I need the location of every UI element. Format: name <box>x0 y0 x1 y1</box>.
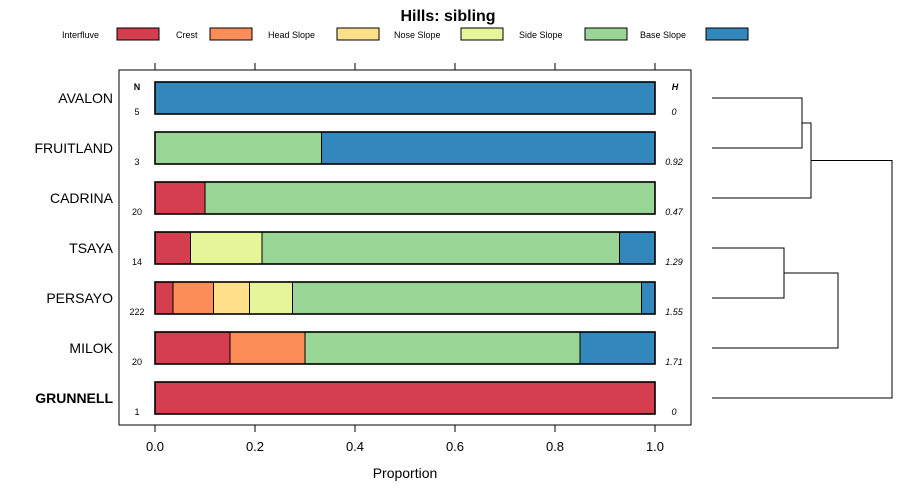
n-column-header: N <box>134 82 141 92</box>
bar-segment-milok-side-slope <box>304 331 581 365</box>
x-tick-label-4: 0.8 <box>546 439 564 454</box>
dendrogram-link-0 <box>712 97 803 149</box>
row-labels: AVALON 5 0 FRUITLAND 3 0.92 CADRINA 20 0.47 TSAYA… <box>34 90 683 417</box>
top-axis-ticks <box>154 63 656 70</box>
legend-swatch-head-slope <box>336 27 380 41</box>
dendrogram <box>712 97 893 399</box>
x-tick-label-1: 0.2 <box>246 439 264 454</box>
n-value-tsaya: 14 <box>132 257 142 267</box>
bar-segment-milok-interfluve <box>154 331 231 365</box>
n-value-milok: 20 <box>132 357 142 367</box>
bar-segment-fruitland-base-slope <box>321 131 656 165</box>
h-value-avalon: 0 <box>671 107 676 117</box>
row-label-avalon: AVALON <box>58 90 113 106</box>
h-value-milok: 1.71 <box>665 357 683 367</box>
h-value-tsaya: 1.29 <box>665 257 683 267</box>
bar-row-persayo <box>154 281 656 315</box>
bar-segment-tsaya-interfluve <box>154 231 191 265</box>
bar-outline-cadrina <box>154 181 656 215</box>
bar-segment-persayo-nose-slope <box>249 281 293 315</box>
n-value-grunnell: 1 <box>134 407 139 417</box>
row-label-tsaya: TSAYA <box>69 240 113 256</box>
n-value-avalon: 5 <box>134 107 139 117</box>
legend-label-side-slope: Side Slope <box>519 30 563 40</box>
chart-title: Hills: sibling <box>400 8 495 25</box>
legend-swatch-nose-slope <box>460 27 504 41</box>
x-axis-label: Proportion <box>373 465 438 481</box>
h-value-fruitland: 0.92 <box>665 157 683 167</box>
x-tick-label-3: 0.6 <box>446 439 464 454</box>
bar-outline-milok <box>154 331 656 365</box>
legend-label-interfluve: Interfluve <box>62 30 99 40</box>
x-axis: 0.0 0.2 0.4 0.6 0.8 1.0 <box>146 425 664 454</box>
h-value-cadrina: 0.47 <box>665 207 684 217</box>
bar-outline-avalon <box>154 81 656 115</box>
bar-segment-persayo-crest <box>172 281 214 315</box>
bar-outline-tsaya <box>154 231 656 265</box>
bar-segment-persayo-interfluve <box>154 281 174 315</box>
row-label-milok: MILOK <box>69 340 113 356</box>
bar-segment-tsaya-base-slope <box>619 231 656 265</box>
bar-row-fruitland <box>154 131 656 165</box>
n-value-cadrina: 20 <box>132 207 142 217</box>
dendrogram-link-3 <box>712 272 839 349</box>
n-value-persayo: 222 <box>129 307 144 317</box>
row-label-grunnell: GRUNNELL <box>35 390 113 406</box>
legend-swatch-crest <box>209 27 253 41</box>
dendrogram-link-2 <box>712 122 812 199</box>
bar-row-avalon <box>154 81 656 115</box>
bar-segment-tsaya-side-slope <box>261 231 620 265</box>
x-tick-label-5: 1.0 <box>646 439 664 454</box>
row-label-persayo: PERSAYO <box>46 290 113 306</box>
n-value-fruitland: 3 <box>134 157 139 167</box>
h-value-persayo: 1.55 <box>665 307 684 317</box>
legend-label-nose-slope: Nose Slope <box>394 30 441 40</box>
bar-segment-fruitland-side-slope <box>154 131 322 165</box>
h-value-grunnell: 0 <box>671 407 676 417</box>
bar-outline-persayo <box>154 281 656 315</box>
legend: Interfluve Crest Head Slope Nose Slope Side … <box>62 27 749 41</box>
bar-segment-persayo-base-slope <box>641 281 656 315</box>
bar-outline-grunnell <box>154 381 656 415</box>
legend-label-base-slope: Base Slope <box>640 30 686 40</box>
x-tick-label-2: 0.4 <box>346 439 364 454</box>
bar-segment-tsaya-nose-slope <box>190 231 263 265</box>
bar-row-milok <box>154 331 656 365</box>
bar-row-tsaya <box>154 231 656 265</box>
row-label-cadrina: CADRINA <box>50 190 114 206</box>
bar-segment-milok-crest <box>229 331 306 365</box>
plot-frame <box>118 69 692 426</box>
legend-swatch-side-slope <box>584 27 628 41</box>
bars <box>154 81 656 415</box>
dendrogram-link-4 <box>712 160 893 399</box>
bar-outline-fruitland <box>154 131 656 165</box>
row-label-fruitland: FRUITLAND <box>34 140 113 156</box>
bar-segment-persayo-head-slope <box>213 281 250 315</box>
bar-segment-cadrina-side-slope <box>204 181 656 215</box>
legend-label-head-slope: Head Slope <box>268 30 315 40</box>
x-tick-label-0: 0.0 <box>146 439 164 454</box>
bar-segment-cadrina-interfluve <box>154 181 206 215</box>
h-column-header: H <box>672 82 679 92</box>
legend-swatch-base-slope <box>705 27 749 41</box>
bar-segment-grunnell-interfluve <box>154 381 656 415</box>
bar-row-cadrina <box>154 181 656 215</box>
bar-segment-persayo-side-slope <box>292 281 642 315</box>
legend-label-crest: Crest <box>176 30 198 40</box>
bar-row-grunnell <box>154 381 656 415</box>
legend-swatch-interfluve <box>116 27 160 41</box>
bar-segment-avalon-base-slope <box>154 81 656 115</box>
dendrogram-link-1 <box>712 247 785 299</box>
bar-segment-milok-base-slope <box>579 331 656 365</box>
